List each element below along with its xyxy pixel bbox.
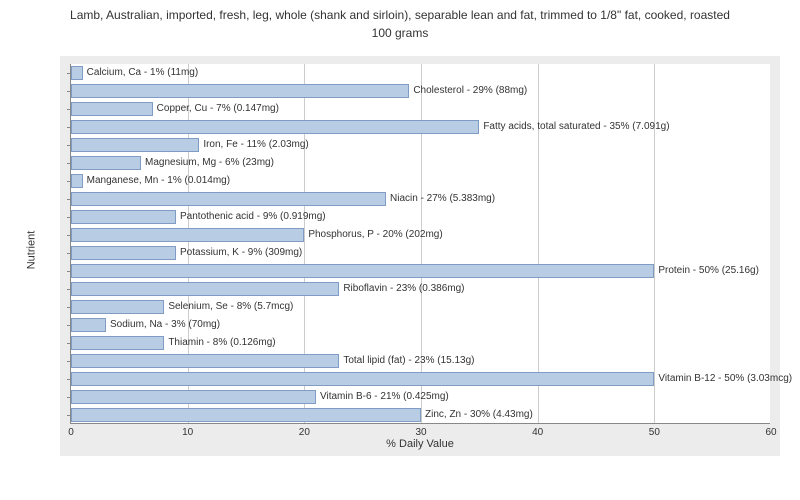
bar-row: Potassium, K - 9% (309mg) [71,246,302,260]
x-tick-label: 40 [532,427,543,438]
nutrient-bar [71,336,164,350]
nutrient-bar [71,84,409,98]
x-tick-label: 20 [299,427,310,438]
bar-row: Fatty acids, total saturated - 35% (7.09… [71,120,670,134]
chart-title: Lamb, Australian, imported, fresh, leg, … [0,0,800,26]
nutrient-bar [71,138,199,152]
bar-row: Iron, Fe - 11% (2.03mg) [71,138,309,152]
bar-row: Niacin - 27% (5.383mg) [71,192,495,206]
nutrient-bar-label: Vitamin B-6 - 21% (0.425mg) [320,391,449,402]
gridline [654,64,655,423]
x-tick-label: 0 [68,427,74,438]
nutrient-bar-label: Sodium, Na - 3% (70mg) [110,319,220,330]
nutrient-bar-label: Magnesium, Mg - 6% (23mg) [145,157,274,168]
nutrient-bar-label: Fatty acids, total saturated - 35% (7.09… [483,121,669,132]
bar-row: Total lipid (fat) - 23% (15.13g) [71,354,475,368]
bar-row: Vitamin B-6 - 21% (0.425mg) [71,390,449,404]
nutrient-bar [71,174,83,188]
nutrient-bar-label: Phosphorus, P - 20% (202mg) [308,229,442,240]
bar-row: Pantothenic acid - 9% (0.919mg) [71,210,326,224]
nutrient-bar [71,300,164,314]
nutrient-bar-label: Selenium, Se - 8% (5.7mcg) [168,301,293,312]
bar-row: Manganese, Mn - 1% (0.014mg) [71,174,230,188]
nutrient-bar [71,228,304,242]
nutrient-bar [71,372,654,386]
chart-subtitle: 100 grams [0,26,800,46]
bar-row: Vitamin B-12 - 50% (3.03mcg) [71,372,792,386]
nutrient-bar [71,66,83,80]
bar-row: Cholesterol - 29% (88mg) [71,84,527,98]
x-tick-label: 60 [765,427,776,438]
nutrient-bar [71,192,386,206]
plot-inner: 0102030405060Calcium, Ca - 1% (11mg)Chol… [70,64,770,424]
nutrient-bar-label: Niacin - 27% (5.383mg) [390,193,495,204]
nutrient-bar-label: Zinc, Zn - 30% (4.43mg) [425,409,533,420]
nutrient-bar-label: Manganese, Mn - 1% (0.014mg) [87,175,230,186]
nutrient-bar [71,102,153,116]
nutrient-bar [71,354,339,368]
nutrient-bar [71,156,141,170]
nutrient-bar-label: Iron, Fe - 11% (2.03mg) [203,139,308,150]
bar-row: Magnesium, Mg - 6% (23mg) [71,156,274,170]
nutrient-bar-label: Vitamin B-12 - 50% (3.03mcg) [658,373,792,384]
nutrient-bar-label: Riboflavin - 23% (0.386mg) [343,283,464,294]
nutrient-bar [71,408,421,422]
bar-row: Protein - 50% (25.16g) [71,264,759,278]
nutrient-bar-label: Pantothenic acid - 9% (0.919mg) [180,211,326,222]
x-tick-label: 50 [649,427,660,438]
x-axis-label: % Daily Value [386,438,454,450]
nutrient-bar [71,210,176,224]
nutrition-chart: Lamb, Australian, imported, fresh, leg, … [0,0,800,500]
bar-row: Copper, Cu - 7% (0.147mg) [71,102,279,116]
nutrient-bar [71,282,339,296]
bar-row: Phosphorus, P - 20% (202mg) [71,228,443,242]
y-axis-label: Nutrient [25,231,37,270]
bar-row: Sodium, Na - 3% (70mg) [71,318,220,332]
gridline [421,64,422,423]
nutrient-bar [71,120,479,134]
plot-area: 0 10 20 30 40 50 60 Calcium, Ca - 1% (11mg) Chol… [60,56,780,456]
x-tick-label: 30 [415,427,426,438]
nutrient-bar-label: Thiamin - 8% (0.126mg) [168,337,275,348]
bar-row: Thiamin - 8% (0.126mg) [71,336,276,350]
nutrient-bar-label: Cholesterol - 29% (88mg) [413,85,527,96]
nutrient-bar-label: Total lipid (fat) - 23% (15.13g) [343,355,474,366]
nutrient-bar [71,390,316,404]
nutrient-bar [71,318,106,332]
bar-row: Selenium, Se - 8% (5.7mcg) [71,300,293,314]
nutrient-bar [71,246,176,260]
gridline [538,64,539,423]
gridline [304,64,305,423]
nutrient-bar-label: Potassium, K - 9% (309mg) [180,247,302,258]
bar-row: Zinc, Zn - 30% (4.43mg) [71,408,533,422]
nutrient-bar [71,264,654,278]
bar-row: Calcium, Ca - 1% (11mg) [71,66,198,80]
nutrient-bar-label: Calcium, Ca - 1% (11mg) [87,67,199,78]
gridline [188,64,189,423]
nutrient-bar-label: Copper, Cu - 7% (0.147mg) [157,103,279,114]
x-tick-label: 10 [182,427,193,438]
nutrient-bar-label: Protein - 50% (25.16g) [658,265,759,276]
bar-row: Riboflavin - 23% (0.386mg) [71,282,465,296]
